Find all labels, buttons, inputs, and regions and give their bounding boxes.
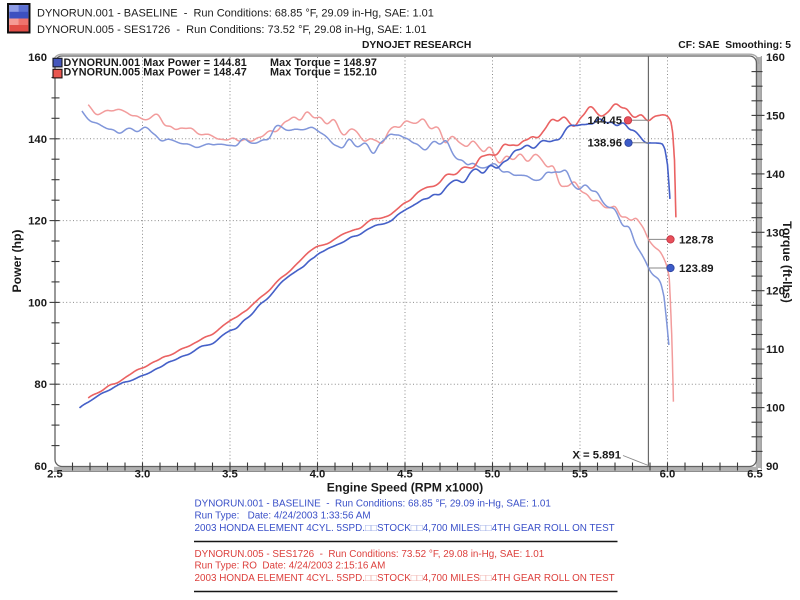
svg-text:100: 100 [28,297,47,309]
svg-text:160: 160 [766,52,785,64]
svg-text:138.96: 138.96 [587,138,622,150]
svg-text:Torque (ft-lbs): Torque (ft-lbs) [780,221,794,303]
svg-text:6.5: 6.5 [747,469,763,481]
svg-text:CF: SAE Smoothing: 5: CF: SAE Smoothing: 5 [678,40,791,51]
svg-text:140: 140 [766,169,785,181]
svg-text:100: 100 [766,403,785,415]
svg-text:X = 5.891: X = 5.891 [572,450,621,462]
svg-text:160: 160 [28,52,47,64]
svg-text:5.0: 5.0 [485,469,501,481]
svg-text:3.5: 3.5 [222,469,238,481]
svg-text:DYNORUN.001 - BASELINE - Run: DYNORUN.001 - BASELINE - Run Conditions:… [37,8,434,20]
svg-text:80: 80 [34,379,47,391]
svg-text:Run Type: RO Date: 4/24/2003: Run Type: RO Date: 4/24/2003 2:15:16 AM [195,561,386,572]
svg-text:144.45: 144.45 [587,115,622,127]
svg-text:120: 120 [28,216,47,228]
svg-text:60: 60 [34,461,47,473]
svg-text:128.78: 128.78 [679,234,714,246]
svg-text:Run Type: Date: 4/24/2003 1:: Run Type: Date: 4/24/2003 1:33:56 AM [195,511,371,522]
svg-text:Max Torque = 152.10: Max Torque = 152.10 [270,66,377,78]
svg-text:4.5: 4.5 [397,469,413,481]
svg-text:2003 HONDA ELEMENT 4CYL. 5SPD.: 2003 HONDA ELEMENT 4CYL. 5SPD.□□STOCK□□4… [195,573,615,584]
svg-text:120: 120 [766,286,785,298]
svg-text:123.89: 123.89 [679,263,714,275]
svg-text:5.5: 5.5 [572,469,588,481]
svg-text:Max Torque = 148.97: Max Torque = 148.97 [270,57,377,69]
svg-text:DYNOJET RESEARCH: DYNOJET RESEARCH [362,40,471,51]
svg-text:150: 150 [766,110,785,122]
svg-text:4.0: 4.0 [310,469,326,481]
svg-text:3.0: 3.0 [135,469,151,481]
svg-text:DYNORUN.005 Max Power = 148.47: DYNORUN.005 Max Power = 148.47 [64,66,247,78]
svg-text:DYNORUN.001 - BASELINE - Run: DYNORUN.001 - BASELINE - Run Conditions:… [195,499,552,510]
svg-text:110: 110 [766,344,784,356]
svg-text:DYNORUN.005 - SES1726 - Run: DYNORUN.005 - SES1726 - Run Conditions: … [195,549,545,560]
svg-text:Engine Speed (RPM x1000): Engine Speed (RPM x1000) [327,481,483,495]
svg-text:2.5: 2.5 [47,469,63,481]
svg-text:DYNORUN.001 Max Power = 144.81: DYNORUN.001 Max Power = 144.81 [64,57,247,69]
svg-text:6.0: 6.0 [660,469,676,481]
svg-text:140: 140 [28,134,47,146]
svg-text:90: 90 [766,461,779,473]
svg-text:Power (hp): Power (hp) [10,230,24,293]
svg-text:2003 HONDA ELEMENT 4CYL. 5SPD.: 2003 HONDA ELEMENT 4CYL. 5SPD.□□STOCK□□4… [195,523,615,534]
svg-text:DYNORUN.005 - SES1726 - Run: DYNORUN.005 - SES1726 - Run Conditions: … [37,24,427,36]
svg-text:130: 130 [766,227,785,239]
